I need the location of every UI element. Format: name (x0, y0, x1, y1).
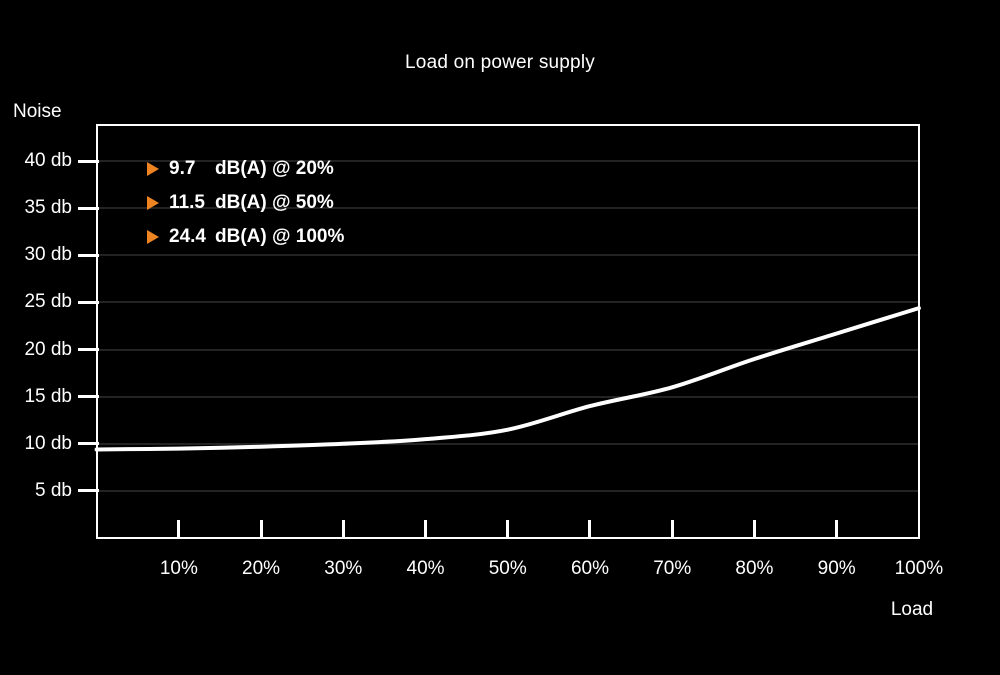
gridline (98, 348, 918, 351)
x-tick-mark (588, 520, 592, 538)
x-tick-mark (177, 520, 181, 538)
y-tick-mark (78, 395, 99, 399)
x-tick-label: 80% (735, 558, 774, 579)
legend-text: dB(A) @ 20% (215, 158, 334, 179)
legend-text: dB(A) @ 50% (215, 192, 334, 213)
y-tick-label: 15 db (24, 385, 72, 407)
gridline (98, 395, 918, 398)
y-tick-mark (78, 206, 99, 210)
legend-item: 9.7 dB(A) @ 20% (147, 158, 344, 180)
y-tick-mark (78, 253, 99, 257)
x-tick-mark (670, 520, 674, 538)
y-tick-label: 20 db (24, 338, 72, 360)
gridline (98, 254, 918, 257)
gridline (98, 301, 918, 304)
gridline (98, 442, 918, 445)
x-tick-mark (259, 520, 263, 538)
gridline (98, 160, 918, 162)
y-tick-label: 40 db (24, 150, 72, 171)
x-tick-label: 10% (159, 558, 198, 579)
x-tick-label: 70% (653, 558, 692, 579)
x-tick-label: 20% (242, 558, 281, 579)
x-tick-mark (835, 520, 839, 538)
legend-value: 9.7 (169, 158, 196, 179)
y-tick-label: 35 db (24, 197, 72, 219)
x-tick-mark (341, 520, 345, 538)
y-axis-label: Noise (13, 101, 62, 122)
y-tick-mark (78, 489, 99, 493)
y-tick-label: 5 db (35, 479, 72, 501)
y-tick-label: 10 db (24, 432, 72, 454)
gridline (98, 489, 918, 492)
x-tick-label: 90% (817, 558, 856, 579)
x-tick-label: 50% (488, 558, 527, 579)
y-tick-mark (78, 348, 99, 352)
legend-item: 11.5 dB(A) @ 50% (147, 192, 344, 214)
x-tick-mark (506, 520, 510, 538)
arrow-right-icon (147, 162, 159, 176)
x-tick-mark (424, 520, 428, 538)
legend: 9.7 dB(A) @ 20% 11.5 dB(A) @ 50% 24.4 dB… (147, 158, 344, 260)
x-tick-label: 100% (894, 558, 944, 579)
gridline (98, 207, 918, 210)
y-tick-label: 30 db (24, 244, 72, 266)
arrow-right-icon (147, 230, 159, 244)
x-tick-mark (752, 520, 756, 538)
chart-title: Load on power supply (405, 52, 595, 73)
y-tick-mark (78, 442, 99, 446)
y-tick-mark (78, 159, 99, 163)
legend-text: dB(A) @ 100% (215, 226, 345, 247)
x-axis-label: Load (890, 599, 934, 620)
y-tick-mark (78, 300, 99, 304)
x-tick-label: 30% (324, 558, 363, 579)
legend-item: 24.4 dB(A) @ 100% (147, 226, 344, 248)
legend-value: 24.4 (169, 226, 206, 247)
y-tick-label: 25 db (24, 291, 72, 313)
x-tick-label: 40% (406, 558, 445, 579)
arrow-right-icon (147, 196, 159, 210)
legend-value: 11.5 (169, 192, 205, 213)
x-tick-label: 60% (570, 558, 609, 579)
